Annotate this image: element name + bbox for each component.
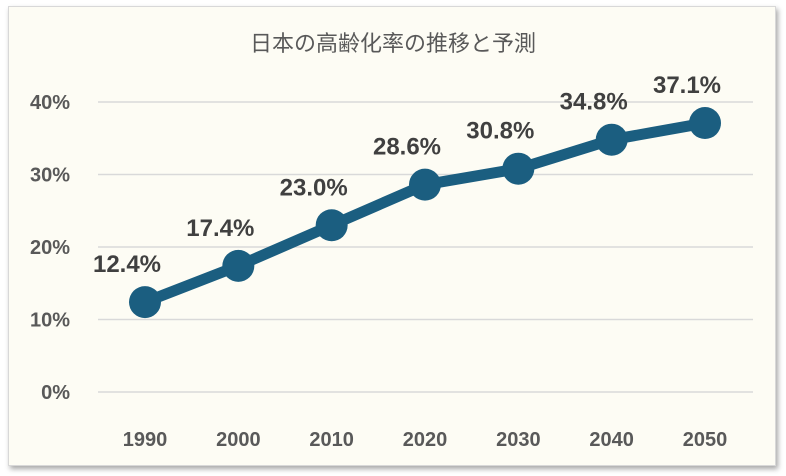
x-tick-label: 2050 — [683, 429, 728, 451]
data-label: 17.4% — [186, 215, 254, 242]
x-tick-label: 2030 — [496, 429, 541, 451]
y-tick-label: 20% — [30, 237, 70, 259]
y-tick-label: 30% — [30, 165, 70, 187]
chart-card — [8, 6, 776, 466]
y-tick-label: 0% — [41, 382, 70, 404]
x-tick-label: 2000 — [216, 429, 261, 451]
data-label: 30.8% — [466, 118, 534, 145]
x-tick-label: 2040 — [589, 429, 634, 451]
data-label: 34.8% — [560, 89, 628, 116]
data-point — [222, 249, 255, 282]
x-tick-label: 1990 — [123, 429, 168, 451]
data-label: 23.0% — [280, 174, 348, 201]
data-point — [409, 168, 441, 201]
chart-title: 日本の高齢化率の推移と予測 — [250, 32, 536, 57]
data-label: 37.1% — [653, 72, 721, 99]
data-point — [315, 209, 348, 242]
x-tick-label: 2020 — [403, 429, 448, 451]
data-point — [129, 286, 161, 319]
data-label: 28.6% — [373, 134, 441, 161]
data-point — [595, 123, 628, 156]
data-point — [689, 107, 721, 140]
y-tick-label: 40% — [30, 92, 70, 114]
x-tick-label: 2010 — [309, 429, 354, 451]
data-label: 12.4% — [93, 251, 161, 278]
y-tick-label: 10% — [30, 310, 70, 332]
data-point — [502, 152, 535, 185]
